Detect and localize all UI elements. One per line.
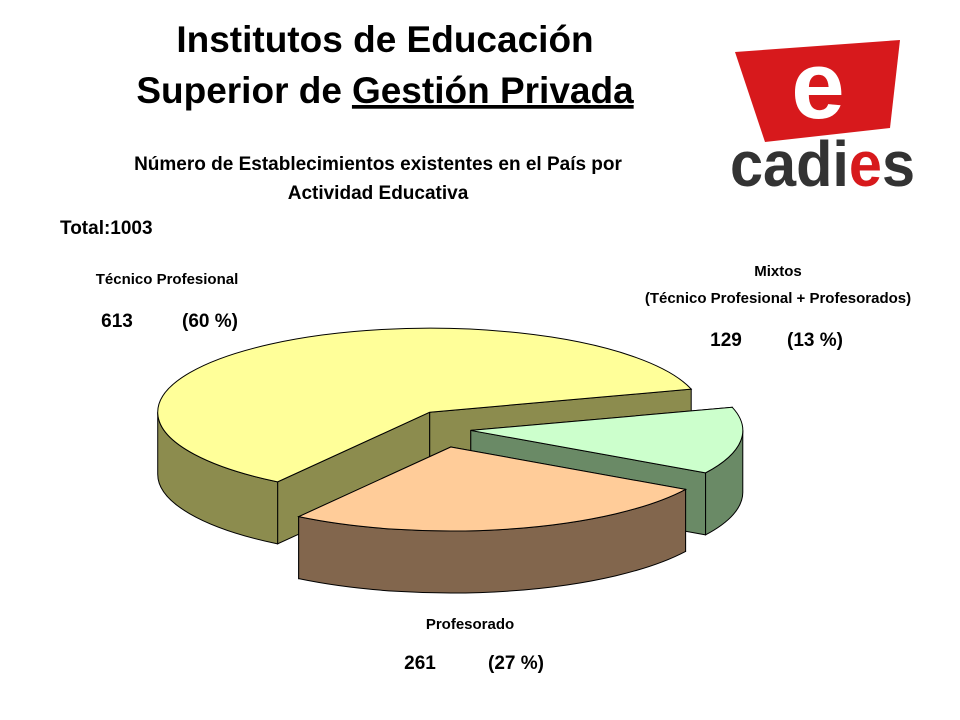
logo-word: cadies: [730, 128, 915, 200]
slice-top: [470, 406, 744, 474]
percent-label: (60 %): [182, 311, 238, 332]
slice: [297, 446, 688, 594]
category-label: Técnico Profesional: [96, 271, 239, 288]
value-label: 613: [101, 311, 133, 332]
percent-label: (13 %): [787, 330, 843, 351]
slice-top: [297, 446, 688, 532]
logo-part: s: [882, 128, 915, 200]
value-label: 261: [404, 653, 436, 674]
logo-part: cadi: [730, 128, 849, 200]
category-label: (Técnico Profesional + Profesorados): [645, 290, 911, 307]
title-line: Institutos de Educación: [176, 19, 593, 60]
percent-label: (27 %): [488, 653, 544, 674]
category-label: Profesorado: [426, 616, 514, 633]
title-part: Superior de: [136, 70, 342, 111]
pie: [157, 327, 744, 594]
logo-part: e: [849, 128, 882, 200]
logo-block: [735, 40, 900, 142]
logo-mark: e: [791, 32, 844, 139]
subtitle: Actividad Educativa: [288, 183, 469, 204]
slice-top: [157, 327, 693, 483]
total: Total:1003: [60, 218, 153, 239]
value-label: 129: [710, 330, 742, 351]
subtitle: Número de Establecimientos existentes en…: [134, 154, 622, 175]
logo: e cadies: [730, 32, 915, 200]
title-underlined: Gestión Privada: [352, 70, 634, 111]
title-line: Superior de Gestión Privada: [136, 70, 634, 111]
category-label: Mixtos: [754, 263, 802, 280]
